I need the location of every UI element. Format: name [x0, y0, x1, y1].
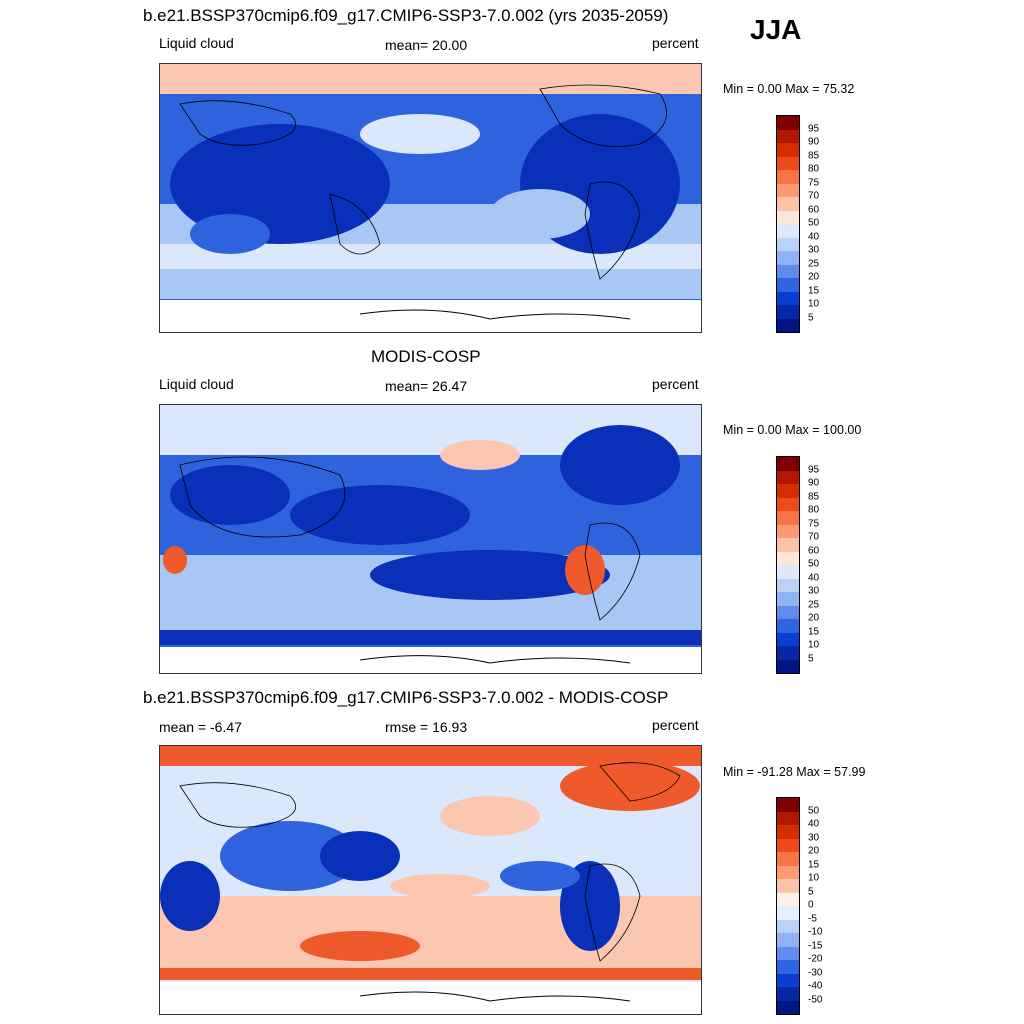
panel-difference-title: b.e21.BSSP370cmip6.f09_g17.CMIP6-SSP3-7.…: [143, 688, 669, 707]
tick-label: 90: [808, 136, 820, 148]
colorbar-observation: [776, 456, 800, 674]
tick-label: 40: [808, 572, 820, 583]
tick-label: 30: [808, 832, 820, 843]
tick-label: 60: [808, 545, 820, 556]
tick-label: 75: [808, 518, 820, 529]
colorbar-difference: [776, 797, 800, 1015]
panel-observation-mean: mean= 26.47: [385, 378, 468, 394]
tick-label: -50: [808, 994, 823, 1005]
tick-label: -20: [808, 953, 823, 965]
tick-label: -10: [808, 926, 823, 938]
panel-difference-units: percent: [652, 717, 699, 733]
tick-label: 70: [808, 190, 820, 202]
tick-label: 95: [808, 123, 820, 134]
tick-label: 10: [808, 298, 820, 310]
panel-model-minmax: Min = 0.00 Max = 75.32: [723, 82, 855, 96]
tick-label: 85: [808, 491, 820, 502]
tick-label: 80: [808, 163, 820, 175]
main-title: b.e21.BSSP370cmip6.f09_g17.CMIP6-SSP3-7.…: [143, 6, 669, 25]
season-label: JJA: [750, 14, 802, 45]
tick-label: 0: [808, 899, 814, 911]
map-difference: [159, 745, 702, 1015]
tick-label: 70: [808, 531, 820, 543]
tick-label: 80: [808, 504, 820, 516]
tick-label: 20: [808, 845, 820, 857]
tick-label: 10: [808, 639, 820, 651]
tick-label: 50: [808, 558, 820, 570]
tick-label: -5: [808, 913, 817, 924]
tick-label: 40: [808, 818, 820, 830]
tick-label: 75: [808, 177, 820, 188]
colorbar-model: [776, 115, 800, 333]
tick-label: 95: [808, 464, 820, 475]
tick-label: 5: [808, 886, 814, 897]
tick-label: 30: [808, 585, 820, 597]
tick-label: 15: [808, 626, 820, 637]
tick-label: -15: [808, 940, 823, 951]
panel-observation-variable: Liquid cloud: [159, 376, 234, 392]
panel-difference-minmax: Min = -91.28 Max = 57.99: [723, 765, 866, 779]
tick-label: 5: [808, 312, 814, 323]
tick-label: 25: [808, 599, 820, 610]
tick-label: 40: [808, 231, 820, 242]
tick-label: 15: [808, 859, 820, 870]
panel-model-mean: mean= 20.00: [385, 37, 468, 53]
map-observation: [159, 404, 702, 674]
map-model: [159, 63, 702, 333]
tick-label: 90: [808, 477, 820, 489]
tick-label: 50: [808, 805, 820, 816]
tick-label: 30: [808, 244, 820, 256]
tick-label: 50: [808, 217, 820, 229]
tick-label: 85: [808, 150, 820, 161]
tick-label: 15: [808, 285, 820, 296]
tick-label: 5: [808, 653, 814, 664]
panel-observation-minmax: Min = 0.00 Max = 100.00: [723, 423, 862, 437]
tick-label: 60: [808, 204, 820, 215]
panel-difference-mean: mean = -6.47: [159, 719, 242, 735]
tick-label: 25: [808, 258, 820, 269]
panel-observation-units: percent: [652, 376, 699, 392]
panel-difference-rmse: rmse = 16.93: [385, 719, 468, 735]
panel-model-units: percent: [652, 35, 699, 51]
panel-observation-title: MODIS-COSP: [371, 347, 481, 366]
panel-model-variable: Liquid cloud: [159, 35, 234, 51]
tick-label: -40: [808, 980, 823, 992]
tick-label: 20: [808, 612, 820, 624]
tick-label: -30: [808, 967, 823, 978]
tick-label: 10: [808, 872, 820, 884]
tick-label: 20: [808, 271, 820, 283]
